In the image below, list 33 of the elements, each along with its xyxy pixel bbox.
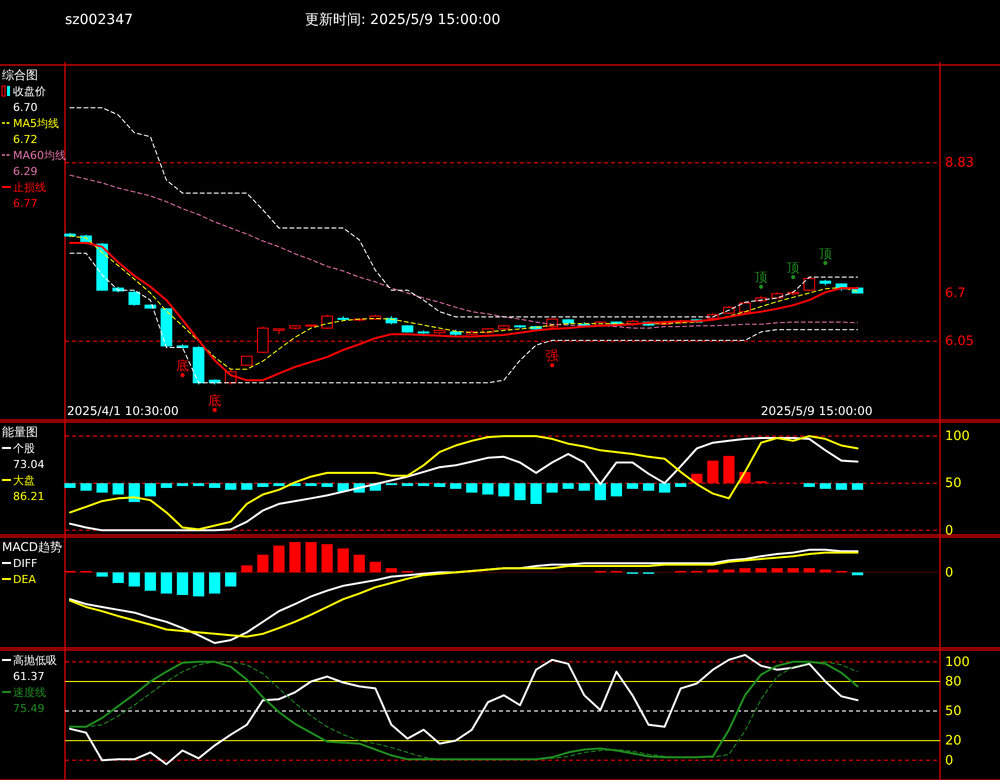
y-tick-label: 50 bbox=[945, 476, 962, 492]
data-label: 底 bbox=[208, 394, 222, 409]
legend-label: 大盘 86.21 bbox=[13, 474, 44, 503]
y-tick-label: 100 bbox=[945, 429, 970, 444]
legend-title: MACD趋势 bbox=[2, 540, 62, 554]
y-tick-label: 20 bbox=[945, 734, 962, 749]
y-tick-label: 100 bbox=[945, 654, 970, 670]
y-tick-label: 6.05 bbox=[945, 334, 974, 350]
legend-label: 止损线 6.77 bbox=[13, 181, 46, 210]
annotation: 2025/4/1 10:30:00 bbox=[67, 404, 179, 418]
y-tick-label: 0 bbox=[945, 753, 954, 768]
legend-label: 高抛低吸 61.37 bbox=[13, 654, 57, 683]
chart-title: sz002347 bbox=[65, 12, 134, 28]
y-tick-label: 0 bbox=[945, 523, 954, 538]
legend-label: MA5均线 6.72 bbox=[13, 117, 60, 146]
y-tick-label: 8.83 bbox=[945, 156, 974, 171]
data-label: 强 bbox=[546, 349, 559, 364]
legend-label: DEA bbox=[13, 573, 36, 586]
legend-label: 速度线 75.49 bbox=[13, 686, 46, 715]
data-label: 顶 bbox=[818, 246, 832, 262]
legend-label: 收盘价 6.70 bbox=[13, 85, 46, 114]
data-label: 顶 bbox=[754, 270, 768, 286]
data-label: 顶 bbox=[786, 261, 800, 276]
y-tick-label: 6.7 bbox=[945, 286, 966, 302]
y-tick-label: 80 bbox=[945, 674, 962, 690]
y-tick-label: 50 bbox=[945, 704, 962, 720]
legend-label: 个股 73.04 bbox=[13, 442, 44, 471]
legend-label: DIFF bbox=[13, 557, 38, 570]
legend-title: 能量图 bbox=[2, 425, 38, 439]
chart-subtitle: 更新时间: 2025/5/9 15:00:00 bbox=[305, 12, 500, 28]
annotation: 2025/5/9 15:00:00 bbox=[760, 404, 872, 418]
legend-title: 综合图 bbox=[2, 68, 38, 82]
data-label: 底 bbox=[176, 359, 189, 374]
